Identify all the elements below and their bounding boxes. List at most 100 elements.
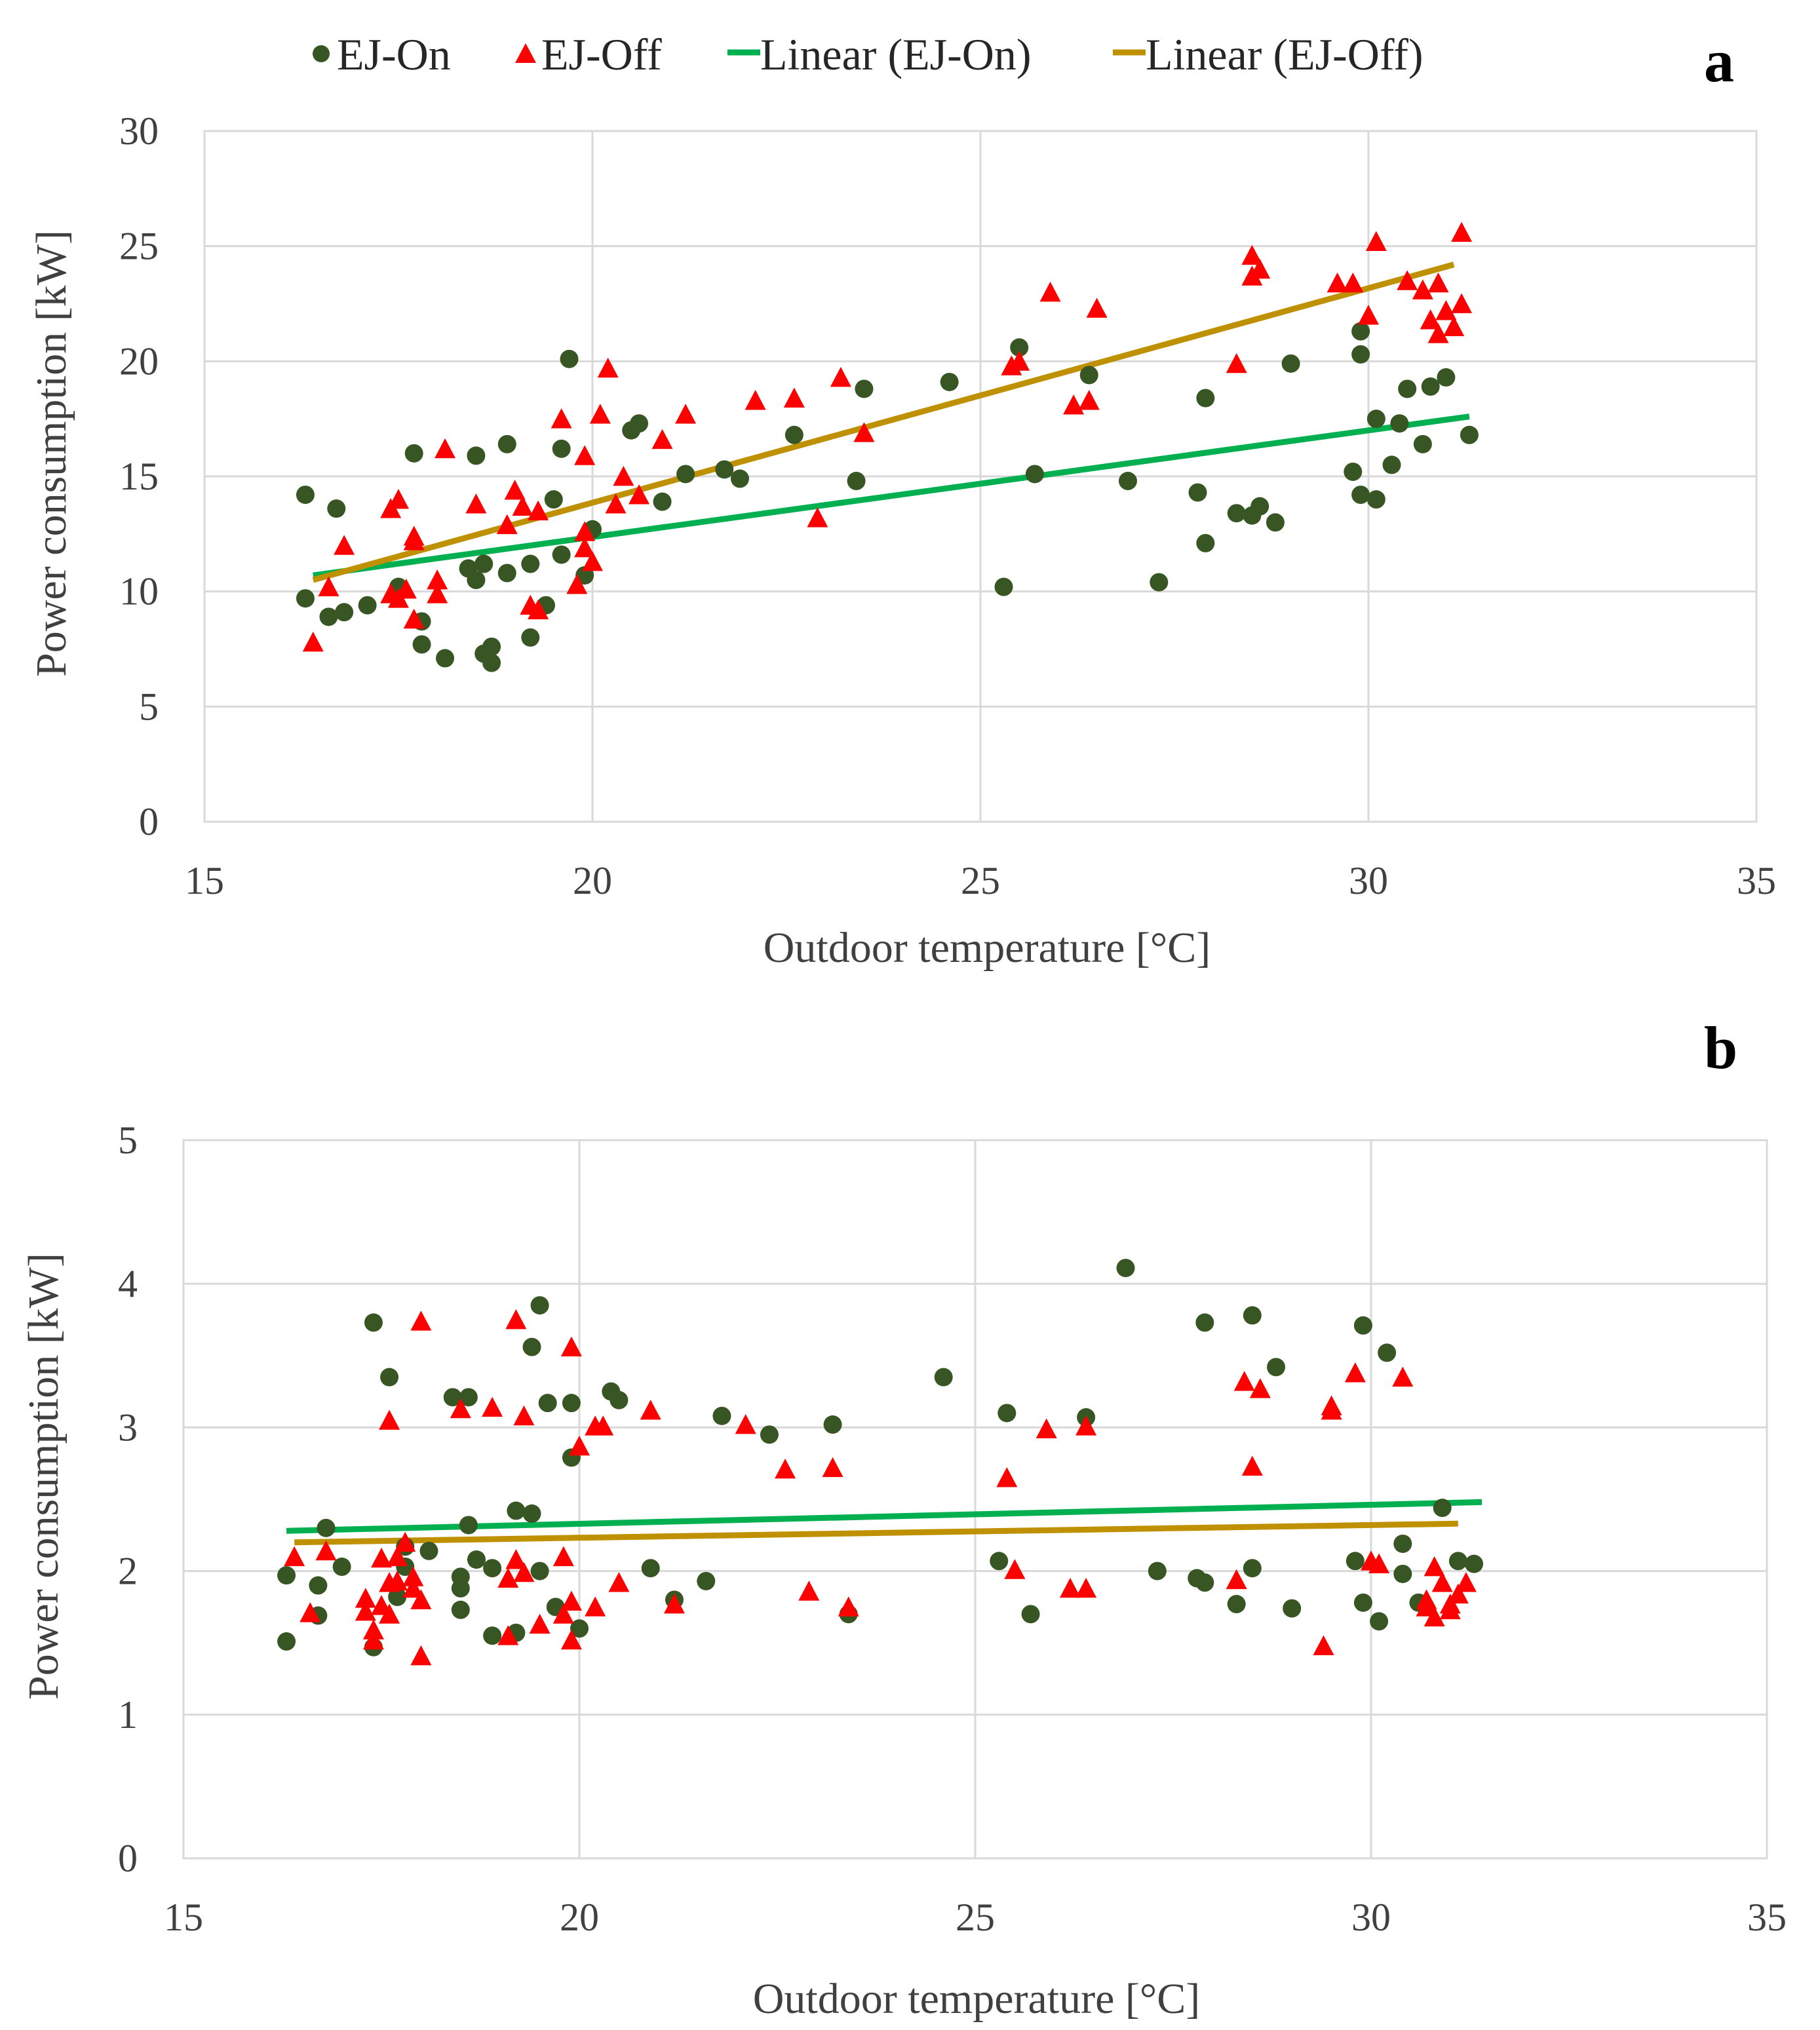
point-ej-off-a [395,579,417,599]
point-ej-off-a [574,445,596,465]
point-ej-on-b [1283,1599,1302,1618]
y-tick-label-b: 0 [118,1837,138,1880]
point-ej-off-b [560,1590,582,1611]
point-ej-on-b [364,1313,383,1332]
point-ej-on-a [296,486,315,505]
x-axis-title-b: Outdoor temperature [°C] [753,1975,1201,2023]
point-ej-off-a [1451,221,1473,242]
y-tick-label-b: 5 [118,1119,138,1162]
trendlines-a [312,261,1470,583]
point-ej-off-a [1226,353,1247,373]
point-ej-on-b [1346,1552,1365,1571]
point-ej-off-a [589,404,611,424]
point-ej-off-b [1447,1583,1469,1604]
point-ej-on-b [1353,1316,1372,1335]
point-ej-off-a [496,514,518,535]
point-ej-on-b [1116,1259,1135,1278]
y-tick-label-a: 10 [119,570,159,613]
point-ej-on-b [1465,1554,1484,1573]
x-tick-label-b: 25 [956,1896,995,1939]
point-ej-on-a [847,472,866,491]
point-ej-off-a [1009,351,1030,371]
legend-marker-ej-on [313,45,330,62]
point-ej-off-b [402,1577,424,1598]
point-ej-off-b [379,1603,400,1624]
point-ej-off-b [513,1561,535,1582]
point-ej-on-b [277,1566,296,1585]
point-ej-off-b [1004,1559,1026,1579]
point-ej-on-a [1118,472,1137,491]
point-ej-on-a [521,628,540,647]
point-ej-on-b [380,1368,399,1387]
x-axis-b: 15 20 25 30 35 [164,1896,1787,1939]
point-ej-off-a [528,500,549,521]
legend-item-ej-on: EJ-On [313,29,451,79]
point-ej-off-b [410,1589,432,1609]
point-ej-on-b [1021,1605,1040,1624]
point-ej-on-a [474,554,494,573]
point-ej-off-a [613,466,634,486]
point-ej-off-a [1420,309,1441,330]
point-ej-off-b [355,1588,376,1608]
grid-a [203,130,1758,823]
x-tick-label-a: 20 [573,859,612,902]
point-ej-off-a [435,438,456,459]
point-ej-off-a [574,521,596,541]
point-ej-on-a [467,446,486,465]
point-ej-on-b [562,1394,581,1413]
point-ej-off-a [1443,316,1465,337]
point-ej-on-b [459,1516,478,1535]
point-ej-off-a [807,507,828,527]
point-ej-off-b [569,1435,590,1456]
point-ej-on-a [1079,366,1098,385]
point-ej-off-a [427,569,448,590]
point-ej-off-b [1059,1577,1081,1598]
y-axis-a: 0 5 10 15 20 25 30 [119,109,159,843]
point-ej-on-a [653,492,672,511]
legend: EJ-On EJ-Off Linear (EJ-On) Linear (EJ-O… [313,29,1423,79]
y-tick-label-a: 5 [139,685,159,728]
point-ej-on-a [1437,368,1456,387]
legend-label-ej-on: EJ-On [337,29,451,79]
point-ej-off-a [1397,270,1418,290]
point-ej-on-b [997,1404,1016,1423]
point-ej-on-a [1010,338,1029,357]
point-ej-on-b [522,1337,541,1356]
x-tick-label-a: 35 [1737,859,1776,902]
point-ej-off-b [1344,1362,1366,1383]
point-ej-off-b [1241,1455,1263,1476]
point-ej-off-a [783,387,805,408]
point-ej-off-b [1233,1371,1255,1391]
point-ej-on-a [497,564,516,583]
point-ej-on-b [277,1632,296,1651]
point-ej-on-a [560,349,579,368]
point-ej-on-a [630,414,649,433]
point-ej-on-a [1398,379,1417,398]
point-ej-on-a [482,653,501,672]
point-ej-off-b [1423,1556,1445,1577]
y-tick-label-a: 20 [119,339,159,383]
point-ej-off-a [1249,258,1271,279]
point-ej-on-a [784,425,804,444]
point-ej-off-b [497,1625,519,1645]
panel-label-b: b [1704,1014,1737,1081]
point-ej-off-a [629,484,650,505]
point-ej-on-b [467,1550,486,1569]
point-ej-on-b [570,1619,589,1638]
point-ej-off-a [512,495,533,516]
legend-item-ej-off: EJ-Off [515,29,662,79]
y-tick-label-b: 4 [118,1262,138,1305]
point-ej-off-b [450,1398,471,1419]
point-ej-off-a [745,390,766,410]
point-ej-off-b [1075,1577,1097,1598]
point-ej-off-a [597,357,619,378]
point-ej-off-b [513,1405,535,1426]
point-ej-on-a [940,372,959,391]
point-ej-off-b [387,1546,408,1567]
grid-b [182,1139,1768,1860]
point-ej-on-a [404,444,423,463]
point-ej-off-a [1326,272,1348,293]
point-ej-on-b [1243,1306,1262,1325]
point-ej-on-a [412,635,431,654]
point-ej-on-a [730,469,749,488]
